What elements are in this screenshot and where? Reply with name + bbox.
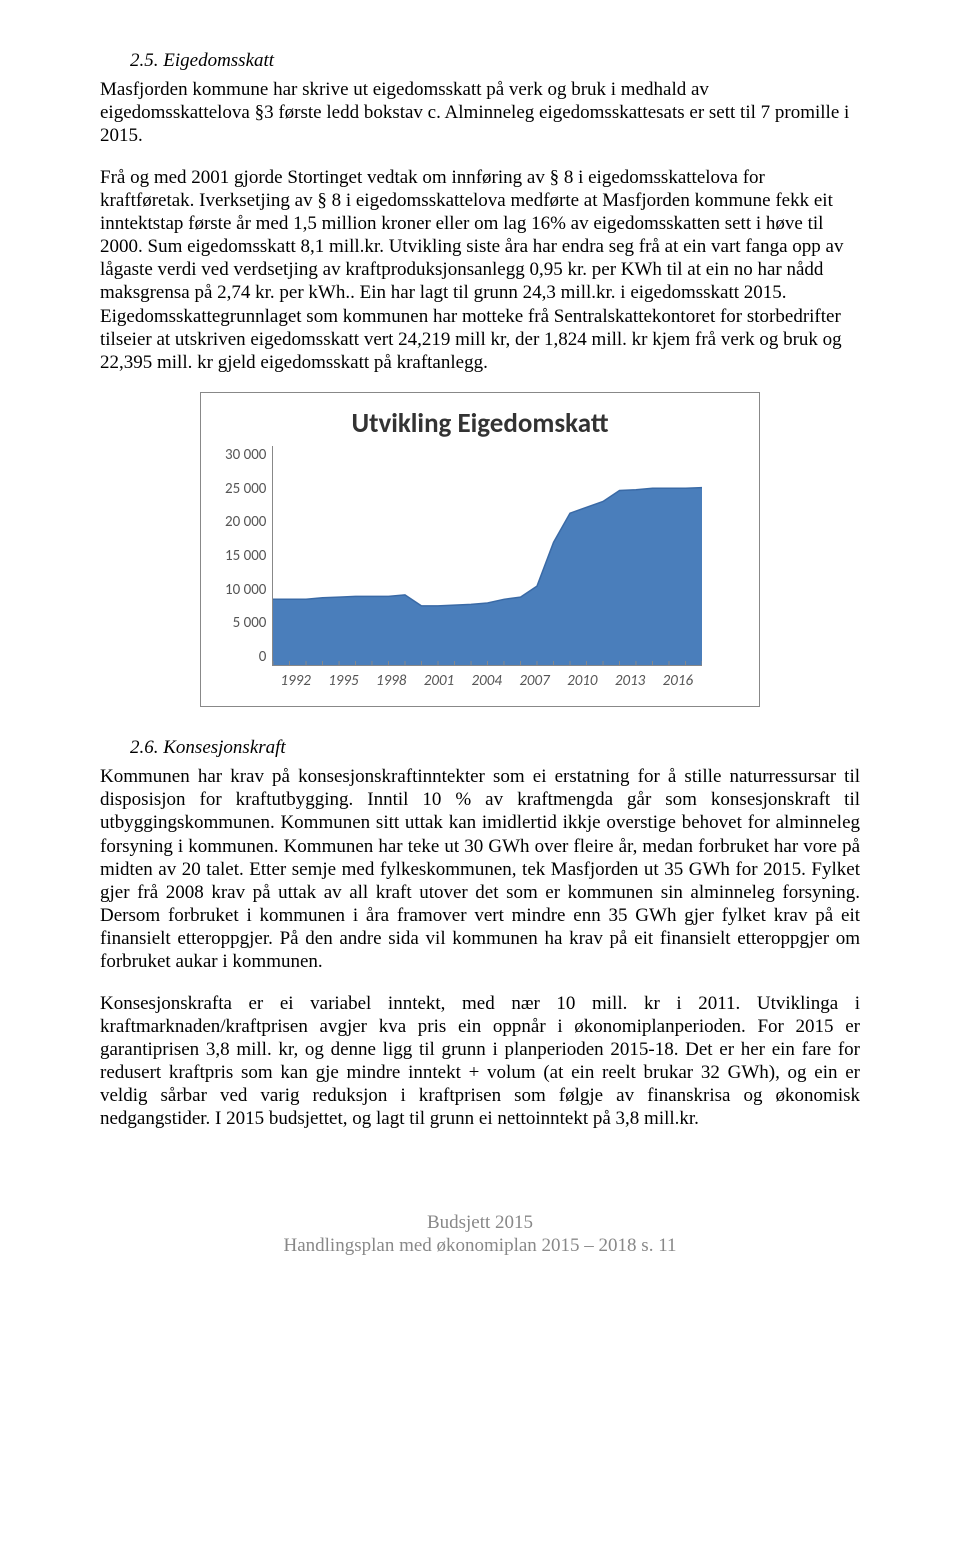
section-2-6-heading: 2.6. Konsesjonskraft: [130, 737, 860, 759]
x-tick: 2010: [567, 672, 615, 690]
section-2-6-para-1: Kommunen har krav på konsesjonskraftinnt…: [100, 765, 860, 974]
y-tick: 25 000: [225, 480, 266, 498]
y-tick: 20 000: [225, 513, 266, 531]
section-2-5-para-1: Masfjorden kommune har skrive ut eigedom…: [100, 78, 860, 148]
chart-title: Utvikling Eigedomskatt: [225, 407, 735, 440]
chart-y-axis: 30 000 25 000 20 000 15 000 10 000 5 000 0: [225, 446, 272, 666]
chart-area-svg: [273, 446, 702, 665]
y-tick: 15 000: [225, 547, 266, 565]
section-2-5-heading: 2.5. Eigedomsskatt: [130, 50, 860, 72]
y-tick: 0: [259, 648, 267, 666]
x-tick: 2013: [615, 672, 663, 690]
x-tick: 1998: [376, 672, 424, 690]
x-tick: 2004: [472, 672, 520, 690]
section-2-5-para-2: Frå og med 2001 gjorde Stortinget vedtak…: [100, 166, 860, 375]
y-tick: 30 000: [225, 446, 266, 464]
page-footer: Budsjett 2015 Handlingsplan med økonomip…: [100, 1211, 860, 1259]
x-tick: 2016: [663, 672, 711, 690]
footer-line-2: Handlingsplan med økonomiplan 2015 – 201…: [100, 1234, 860, 1258]
chart-plot-area: [272, 446, 702, 666]
x-tick: 2007: [519, 672, 567, 690]
x-tick: 1995: [328, 672, 376, 690]
footer-line-1: Budsjett 2015: [100, 1211, 860, 1235]
y-tick: 10 000: [225, 581, 266, 599]
chart-x-axis: 199219951998200120042007201020132016: [280, 672, 710, 690]
x-tick: 2001: [424, 672, 472, 690]
y-tick: 5 000: [233, 614, 267, 632]
x-tick: 1992: [280, 672, 328, 690]
section-2-6-para-2: Konsesjonskrafta er ei variabel inntekt,…: [100, 992, 860, 1131]
eigedomskatt-chart: Utvikling Eigedomskatt 30 000 25 000 20 00…: [200, 392, 760, 707]
chart-area-fill: [273, 488, 702, 665]
